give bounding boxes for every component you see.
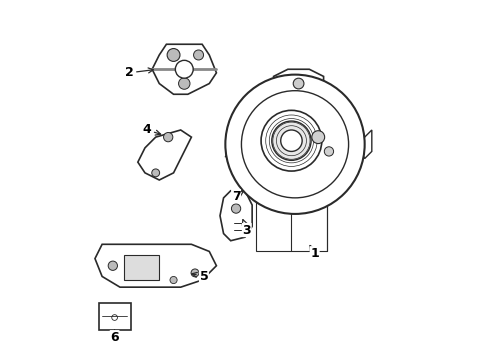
- Circle shape: [170, 276, 177, 284]
- Circle shape: [225, 75, 365, 214]
- Text: 7: 7: [232, 190, 244, 203]
- Circle shape: [152, 169, 160, 177]
- Circle shape: [231, 204, 241, 213]
- Polygon shape: [273, 69, 323, 98]
- Circle shape: [281, 130, 302, 152]
- Text: 2: 2: [124, 66, 153, 79]
- FancyBboxPatch shape: [123, 255, 159, 280]
- Circle shape: [312, 131, 325, 144]
- Circle shape: [261, 111, 322, 171]
- Text: 1: 1: [310, 246, 319, 260]
- Text: 3: 3: [243, 220, 251, 237]
- Polygon shape: [95, 244, 217, 287]
- Circle shape: [175, 60, 193, 78]
- Circle shape: [167, 49, 180, 62]
- Text: 5: 5: [192, 270, 208, 283]
- Circle shape: [293, 78, 304, 89]
- Polygon shape: [138, 130, 192, 180]
- FancyBboxPatch shape: [98, 303, 131, 330]
- Polygon shape: [152, 44, 217, 94]
- Circle shape: [194, 50, 203, 60]
- Circle shape: [191, 269, 199, 277]
- Circle shape: [272, 121, 311, 160]
- Polygon shape: [220, 191, 252, 241]
- Text: 6: 6: [110, 330, 119, 344]
- Circle shape: [164, 132, 173, 142]
- Polygon shape: [359, 130, 372, 158]
- Circle shape: [108, 261, 118, 270]
- Circle shape: [178, 78, 190, 89]
- Circle shape: [324, 147, 334, 156]
- Text: 4: 4: [143, 123, 161, 136]
